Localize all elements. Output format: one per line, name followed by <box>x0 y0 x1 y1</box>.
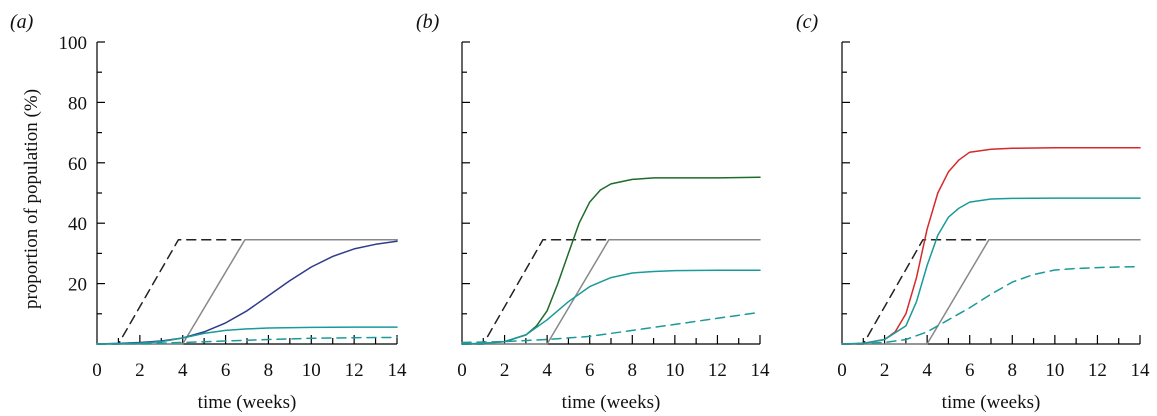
series-line-2 <box>461 239 761 345</box>
series-line-4 <box>96 326 398 345</box>
series-line-5 <box>461 311 761 344</box>
x-tick-label: 2 <box>500 360 510 381</box>
series-line-1 <box>841 239 1141 345</box>
x-tick-label: 10 <box>1045 360 1064 381</box>
x-tick-label: 8 <box>1008 360 1018 381</box>
panel-c: (c) 0 2 4 6 8 10 12 14 time (weeks) <box>796 11 1150 413</box>
x-tick-label: 12 <box>345 360 364 381</box>
series-line-1 <box>96 239 398 345</box>
x-tick-label: 2 <box>880 360 890 381</box>
panel-a: (a) 20 40 60 80 100 0 2 4 6 8 10 12 14 time (weeks) pro… <box>10 11 407 413</box>
series-line-2 <box>841 239 1141 345</box>
x-tick-label: 4 <box>178 360 188 381</box>
x-tick-label: 6 <box>585 360 595 381</box>
series-line-5 <box>841 265 1141 345</box>
x-tick-label: 0 <box>837 360 847 381</box>
x-tick-label: 0 <box>457 360 467 381</box>
x-tick-label: 12 <box>708 360 727 381</box>
series-line-1 <box>461 239 761 345</box>
panel-label: (c) <box>796 11 819 33</box>
y-tick-label: 80 <box>68 93 87 114</box>
x-tick-label: 10 <box>665 360 684 381</box>
panel-label: (a) <box>10 11 34 33</box>
y-tick-label: 40 <box>68 214 87 235</box>
x-tick-label: 14 <box>751 360 771 381</box>
x-axis-label: time (weeks) <box>942 392 1041 413</box>
y-tick-label: 60 <box>68 154 87 175</box>
series-line-4 <box>841 197 1141 345</box>
x-tick-label: 6 <box>965 360 975 381</box>
y-tick-label: 100 <box>59 33 88 54</box>
panel-label: (b) <box>416 11 440 33</box>
x-axis-label: time (weeks) <box>562 392 661 413</box>
series-line-5 <box>96 336 398 345</box>
x-tick-label: 0 <box>92 360 102 381</box>
x-tick-label: 6 <box>221 360 231 381</box>
x-tick-label: 14 <box>388 360 408 381</box>
x-axis-label: time (weeks) <box>198 392 297 413</box>
x-tick-label: 12 <box>1088 360 1107 381</box>
x-tick-label: 2 <box>135 360 145 381</box>
series-line-4 <box>461 269 761 345</box>
x-tick-label: 8 <box>264 360 274 381</box>
panel-b: (b) 0 2 4 6 8 10 12 14 time (weeks) <box>416 11 770 413</box>
x-tick-label: 4 <box>922 360 932 381</box>
x-tick-label: 8 <box>628 360 638 381</box>
series-line-3 <box>841 146 1141 345</box>
x-tick-label: 4 <box>542 360 552 381</box>
y-tick-label: 20 <box>68 275 87 296</box>
x-tick-label: 10 <box>302 360 321 381</box>
series-line-2 <box>96 239 398 345</box>
x-tick-label: 14 <box>1131 360 1151 381</box>
y-axis-label: proportion of population (%) <box>21 89 42 309</box>
